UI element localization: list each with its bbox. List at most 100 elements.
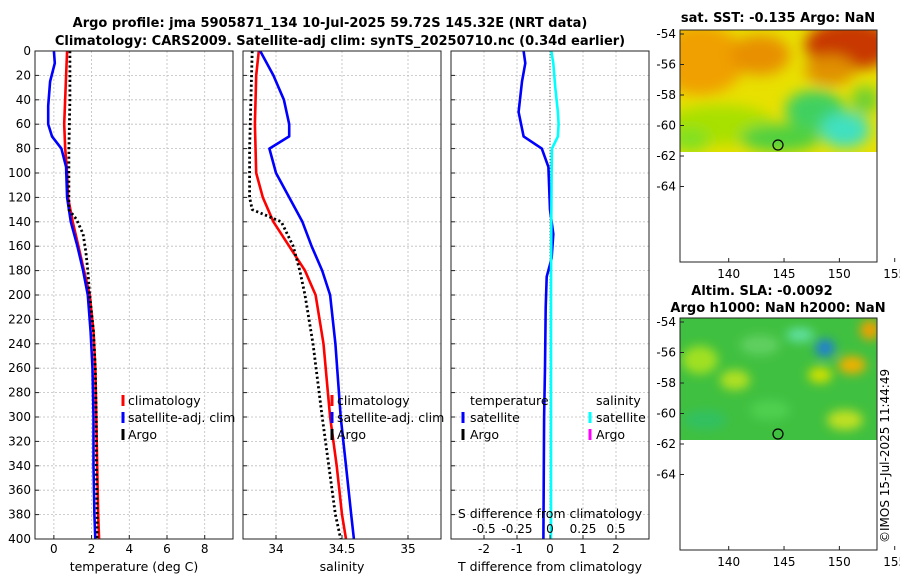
legend-label-temp-argo: Argo [470,427,499,442]
legend-label-climatology: climatology [337,393,410,408]
argo-location-marker [772,428,784,440]
header-title-line1: Argo profile: jma 5905871_134 10-Jul-202… [73,16,588,31]
y-tick-label: 300 [8,410,31,424]
y-tick-label: 240 [8,337,31,351]
map-y-tick-label: -60 [656,407,676,421]
map-y-tick-label: -62 [656,149,676,163]
x-tick-label: 1 [579,542,587,556]
difference-legend: temperature satellite Argo salinity sate… [461,393,646,442]
map-x-tick-label: 150 [828,267,851,281]
x-axis-label: T difference from climatology [457,559,643,574]
sla-map-image [680,318,877,440]
y-tick-label: 200 [8,288,31,302]
x-tick-label: 2 [88,542,96,556]
map-x-tick-label: 145 [773,267,796,281]
x-tick-label: 0 [546,542,554,556]
legend-label-climatology: climatology [128,393,201,408]
y-tick-label: 0 [23,44,31,58]
legend-title-salinity: salinity [596,393,641,408]
salinity-legend: climatology satellite-adj. clim Argo [330,393,444,442]
x-tick-label: 34.5 [329,542,356,556]
argo-location-marker [772,139,784,151]
x-tick-label: 8 [201,542,209,556]
legend-label-sal-satellite: satellite [596,410,646,425]
series-line-satellite-adj-clim [46,50,97,540]
legend-label-argo: Argo [337,427,366,442]
x-tick-label: 2 [612,542,620,556]
y-tick-label: 260 [8,361,31,375]
sla-map-title-line1: Altim. SLA: -0.0092 [691,284,832,299]
header-title-line2: Climatology: CARS2009. Satellite-adj cli… [55,34,625,49]
x-tick-label: -1 [511,542,523,556]
top-tick-label: 0.5 [606,522,625,536]
legend-label-temp-satellite: satellite [470,410,520,425]
y-tick-label: 220 [8,312,31,326]
difference-panel: -2 -1 0 1 2 T difference from climatology S di… [450,50,650,574]
map-x-tick-label: 140 [717,555,740,569]
x-axis-label: salinity [320,559,365,574]
y-tick-label: 60 [16,117,31,131]
y-tick-label: 320 [8,434,31,448]
top-tick-label: 0 [546,522,554,536]
map-y-tick-label: -56 [656,346,676,360]
sst-map: -54 -56 -58 -60 -62 -64 140 145 150 155 [656,27,900,281]
top-tick-label: -0.5 [472,522,495,536]
map-y-tick-label: -56 [656,58,676,72]
x-tick-label: 34 [268,542,283,556]
map-y-tick-label: -54 [656,315,676,329]
series-line-argo [67,51,99,539]
legend-title-temperature: temperature [470,393,549,408]
series-line-argo [248,50,343,540]
temperature-legend: climatology satellite-adj. clim Argo [121,393,235,442]
x-tick-label: 0 [50,542,58,556]
y-tick-label: 400 [8,532,31,546]
y-tick-label: 360 [8,483,31,497]
map-y-tick-label: -54 [656,27,676,41]
y-tick-label: 180 [8,264,31,278]
x-tick-label: 4 [125,542,133,556]
salinity-panel: 34 34.5 35 salinity [242,50,442,574]
y-tick-label: 140 [8,215,31,229]
footer-timestamp: ©IMOS 15-Jul-2025 11:44:49 [878,369,892,543]
y-tick-label: 80 [16,142,31,156]
y-tick-label: 340 [8,459,31,473]
x-tick-label: 35 [400,542,415,556]
y-tick-label: 40 [16,93,31,107]
map-y-tick-label: -64 [656,180,676,194]
map-x-tick-label: 150 [828,555,851,569]
x-axis-label: temperature (deg C) [70,559,199,574]
sla-map-frame [679,317,878,551]
sst-map-image [680,30,877,152]
top-tick-label: -0.25 [501,522,532,536]
y-tick-label: 120 [8,190,31,204]
sst-map-title: sat. SST: -0.135 Argo: NaN [681,11,875,26]
x-tick-label: -2 [478,542,490,556]
map-y-tick-label: -64 [656,468,676,482]
y-tick-label: 100 [8,166,31,180]
map-x-tick-label: 155 [883,267,900,281]
map-x-tick-label: 145 [773,555,796,569]
y-tick-label: 380 [8,508,31,522]
map-x-tick-label: 140 [717,267,740,281]
legend-label-sal-argo: Argo [596,427,625,442]
series-line-satellite-adj-clim [259,50,356,540]
map-x-tick-label: 155 [883,555,900,569]
y-tick-label: 280 [8,386,31,400]
map-y-tick-label: -58 [656,88,676,102]
x-tick-label: 6 [163,542,171,556]
top-tick-label: 0.25 [570,522,597,536]
sla-map: -54 -56 -58 -60 -62 -64 140 145 150 155 [656,315,900,569]
series-line-temperature-satellite [517,50,555,540]
map-y-tick-label: -60 [656,119,676,133]
legend-label-satellite: satellite-adj. clim [337,410,444,425]
top-axis-label: S difference from climatology [458,506,643,521]
sst-map-frame [679,29,878,263]
y-tick-label: 20 [16,68,31,82]
legend-label-argo: Argo [128,427,157,442]
y-tick-label: 160 [8,239,31,253]
legend-label-satellite: satellite-adj. clim [128,410,235,425]
map-y-tick-label: -62 [656,437,676,451]
map-y-tick-label: -58 [656,376,676,390]
